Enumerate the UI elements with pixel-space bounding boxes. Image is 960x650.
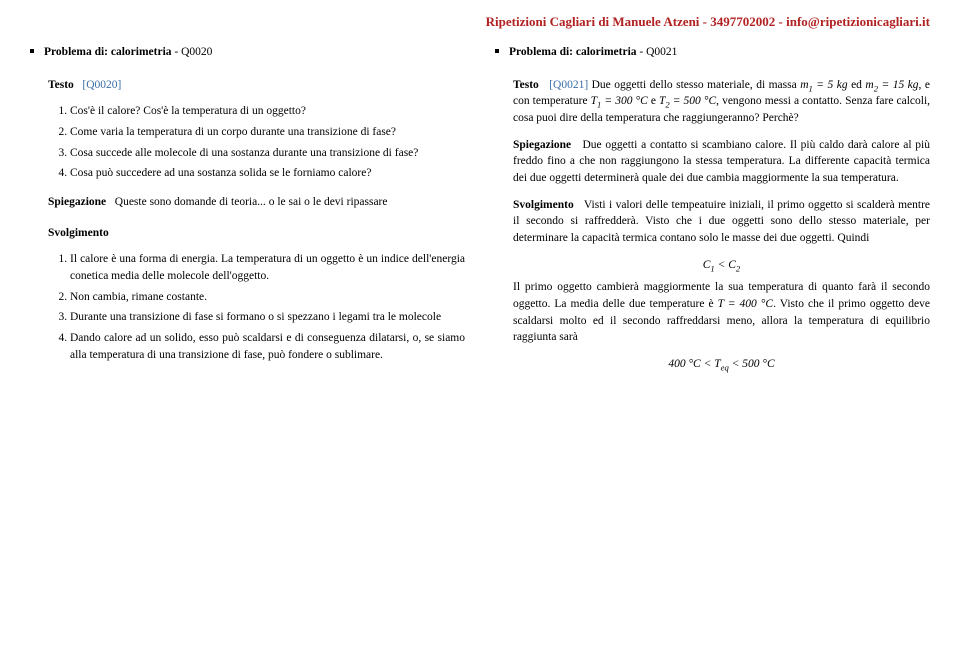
problem-title-left: Problema di: calorimetria - Q0020 [30,44,465,61]
answer-item: Non cambia, rimane costante. [70,289,465,306]
problem-subject: calorimetria [576,46,637,58]
svolgimento-p1: Svolgimento Visti i valori delle tempeat… [513,197,930,247]
bullet-icon [495,49,499,53]
answer-item: Il calore è una forma di energia. La tem… [70,251,465,284]
math-tmean: T = 400 °C [718,298,773,310]
problem-code: - Q0021 [637,46,678,58]
question-list: Cos'è il calore? Cos'è la temperatura di… [48,103,465,182]
math-t1: T1 = 300 °C [591,95,648,107]
testo-mid1: ed [848,79,866,91]
testo-label: Testo [48,79,74,91]
sep1: - [699,14,710,29]
math-m1: m1 = 5 kg [800,79,847,91]
testo-text-pre: Due oggetti dello stesso materiale, di m… [588,79,800,91]
question-item: Cos'è il calore? Cos'è la temperatura di… [70,103,465,120]
question-item: Come varia la temperatura di un corpo du… [70,124,465,141]
problem-code: - Q0020 [172,46,213,58]
testo-paragraph-right: Testo [Q0021] Due oggetti dello stesso m… [513,77,930,127]
answer-item: Durante una transizione di fase si forma… [70,309,465,326]
testo-code: [Q0021] [549,79,588,91]
right-column: Problema di: calorimetria - Q0021 Testo … [495,44,930,379]
brand-phone: 3497702002 [710,14,775,29]
math-m2: m2 = 15 kg [865,79,918,91]
svolgimento-p2: Il primo oggetto cambierà maggiormente l… [513,279,930,346]
brand-email: info@ripetizionicagliari.it [786,14,930,29]
question-item: Cosa può succedere ad una sostanza solid… [70,165,465,182]
question-item: Cosa succede alle molecole di una sostan… [70,145,465,162]
problem-label: Problema di: [44,46,111,58]
document-header: Ripetizioni Cagliari di Manuele Atzeni -… [30,14,930,30]
problem-title-right: Problema di: calorimetria - Q0021 [495,44,930,61]
spiegazione-left: Spiegazione Queste sono domande di teori… [48,194,465,211]
svolgimento-label: Svolgimento [513,199,574,211]
testo-header-left: Testo [Q0020] [48,77,465,94]
spiegazione-right: Spiegazione Due oggetti a contatto si sc… [513,137,930,187]
testo-mid3: e [648,95,659,107]
svolgimento-header-left: Svolgimento [48,225,465,242]
two-column-layout: Problema di: calorimetria - Q0020 Testo … [30,44,930,379]
svolgimento-label: Svolgimento [48,227,109,239]
problem-subject: calorimetria [111,46,172,58]
brand-name: Ripetizioni Cagliari di Manuele Atzeni [486,14,700,29]
problem-label: Problema di: [509,46,576,58]
answer-item: Dando calore ad un solido, esso può scal… [70,330,465,363]
math-eq2: 400 °C < Teq < 500 °C [668,358,774,370]
math-eq1: C1 < C2 [703,259,740,271]
svolgimento-p1-text: Visti i valori delle tempeatuire inizial… [513,199,930,244]
sep2: - [775,14,786,29]
bullet-icon [30,49,34,53]
equation-c1c2: C1 < C2 [513,257,930,274]
math-t2: T2 = 500 °C [659,95,716,107]
spiegazione-text: Queste sono domande di teoria... o le sa… [115,196,388,208]
left-column: Problema di: calorimetria - Q0020 Testo … [30,44,465,379]
testo-code: [Q0020] [82,79,121,91]
spiegazione-text: Due oggetti a contatto si scambiano calo… [513,139,930,184]
answer-list: Il calore è una forma di energia. La tem… [48,251,465,363]
spiegazione-label: Spiegazione [513,139,571,151]
spiegazione-label: Spiegazione [48,196,106,208]
testo-label: Testo [513,79,539,91]
equation-range: 400 °C < Teq < 500 °C [513,356,930,373]
